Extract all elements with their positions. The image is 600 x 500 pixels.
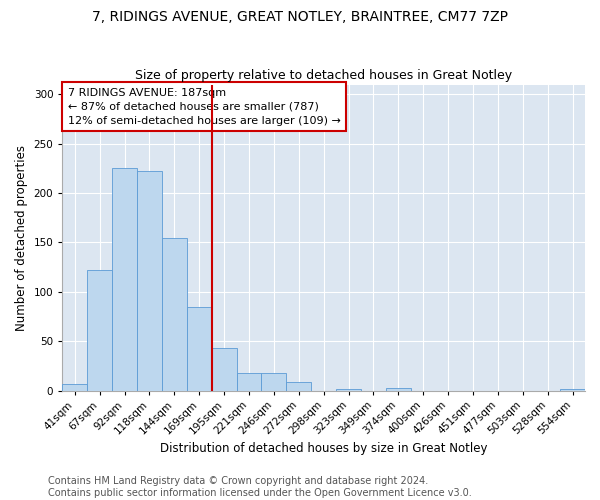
Text: Contains HM Land Registry data © Crown copyright and database right 2024.
Contai: Contains HM Land Registry data © Crown c… bbox=[48, 476, 472, 498]
Bar bbox=[187, 306, 212, 390]
Bar bbox=[62, 384, 87, 390]
Bar bbox=[112, 168, 137, 390]
Bar bbox=[286, 382, 311, 390]
Bar bbox=[336, 388, 361, 390]
Bar bbox=[87, 270, 112, 390]
Bar bbox=[262, 373, 286, 390]
Text: 7 RIDINGS AVENUE: 187sqm
← 87% of detached houses are smaller (787)
12% of semi-: 7 RIDINGS AVENUE: 187sqm ← 87% of detach… bbox=[68, 88, 340, 126]
X-axis label: Distribution of detached houses by size in Great Notley: Distribution of detached houses by size … bbox=[160, 442, 487, 455]
Bar bbox=[162, 238, 187, 390]
Bar bbox=[212, 348, 236, 391]
Bar bbox=[236, 373, 262, 390]
Text: 7, RIDINGS AVENUE, GREAT NOTLEY, BRAINTREE, CM77 7ZP: 7, RIDINGS AVENUE, GREAT NOTLEY, BRAINTR… bbox=[92, 10, 508, 24]
Bar bbox=[137, 172, 162, 390]
Title: Size of property relative to detached houses in Great Notley: Size of property relative to detached ho… bbox=[135, 69, 512, 82]
Y-axis label: Number of detached properties: Number of detached properties bbox=[15, 144, 28, 330]
Bar bbox=[560, 388, 585, 390]
Bar bbox=[386, 388, 411, 390]
